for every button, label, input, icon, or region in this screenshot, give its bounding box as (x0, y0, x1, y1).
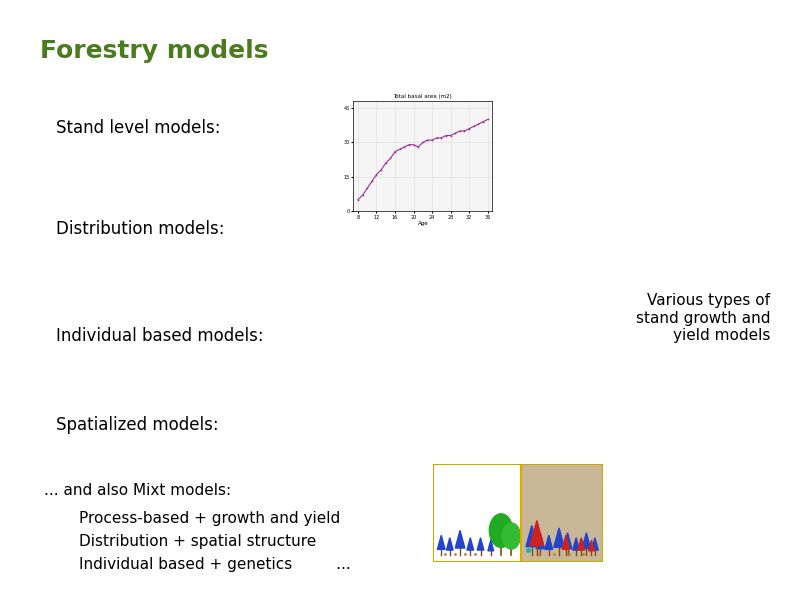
Polygon shape (553, 528, 565, 547)
Text: Individual based + genetics         ...: Individual based + genetics ... (79, 556, 351, 572)
Text: Process-based + growth and yield: Process-based + growth and yield (79, 511, 341, 527)
X-axis label: Age: Age (418, 221, 428, 226)
Circle shape (502, 523, 520, 549)
Text: Distribution + spatial structure: Distribution + spatial structure (79, 534, 317, 549)
Polygon shape (572, 538, 580, 550)
Text: Spatialized models:: Spatialized models: (56, 416, 218, 434)
Title: Total basal area (m2): Total basal area (m2) (394, 95, 452, 99)
Polygon shape (562, 536, 570, 549)
Polygon shape (530, 521, 544, 545)
Text: Various types of
stand growth and
yield models: Various types of stand growth and yield … (636, 293, 770, 343)
Polygon shape (526, 525, 538, 547)
Polygon shape (545, 536, 553, 549)
Polygon shape (477, 538, 484, 550)
Bar (433, 464, 603, 562)
Text: Stand level models:: Stand level models: (56, 119, 220, 137)
Polygon shape (455, 530, 464, 548)
Polygon shape (437, 536, 445, 549)
Polygon shape (563, 533, 572, 549)
Polygon shape (578, 538, 584, 550)
Polygon shape (588, 540, 595, 551)
Text: ... and also Mixt models:: ... and also Mixt models: (44, 483, 231, 499)
Polygon shape (592, 538, 598, 550)
Circle shape (489, 514, 513, 547)
Text: Individual based models:: Individual based models: (56, 327, 263, 345)
Polygon shape (582, 533, 591, 549)
Polygon shape (488, 540, 494, 551)
Polygon shape (536, 533, 545, 549)
Bar (522, 464, 603, 562)
Text: Distribution models:: Distribution models: (56, 220, 224, 238)
Polygon shape (446, 538, 453, 550)
Polygon shape (467, 538, 474, 550)
Text: Forestry models: Forestry models (40, 39, 268, 62)
